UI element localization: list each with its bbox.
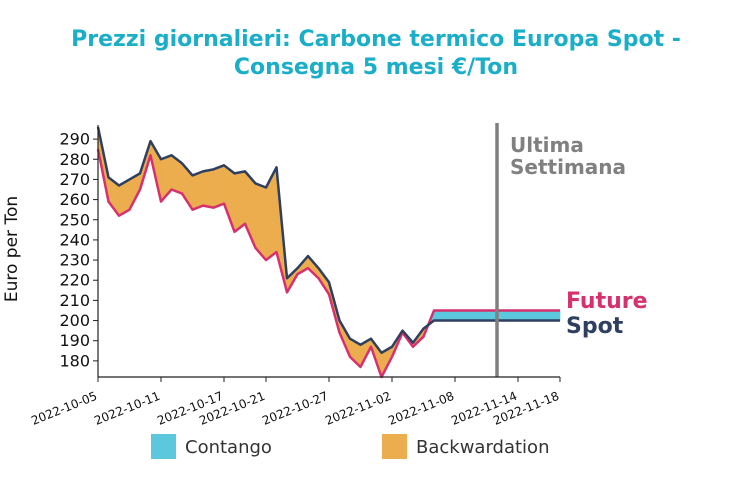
legend-label-backwardation: Backwardation <box>416 437 549 458</box>
spread-area-11 <box>213 164 225 209</box>
x-tick-label-2022-10-05: 2022-10-05 <box>29 389 99 428</box>
legend-swatch-contango <box>151 434 176 459</box>
chart-title-line-2: Consegna 5 mesi €/Ton <box>234 55 518 80</box>
spread-area-43 <box>538 310 550 321</box>
spot-end-label: Spot <box>566 314 624 339</box>
legend-swatch-backwardation <box>382 434 407 459</box>
spread-area-12 <box>223 164 235 232</box>
x-tick-label-2022-11-08: 2022-11-08 <box>386 389 456 428</box>
x-tick-label-2022-11-02: 2022-11-02 <box>323 389 393 428</box>
spread-area-9 <box>192 170 204 211</box>
spread-area-36 <box>465 310 477 321</box>
future-series-line <box>96 148 560 379</box>
spread-area-37 <box>475 310 487 321</box>
spread-area-33 <box>433 310 445 321</box>
y-tick-label-260: 260 <box>59 190 90 209</box>
y-tick-label-240: 240 <box>59 230 90 249</box>
y-axis-label: Euro per Ton <box>2 196 22 302</box>
y-tick-label-250: 250 <box>59 210 90 229</box>
spread-area-13 <box>234 171 246 233</box>
x-tick-label-2022-10-27: 2022-10-27 <box>260 389 330 428</box>
spread-area-10 <box>202 168 214 209</box>
y-tick-label-280: 280 <box>59 150 90 169</box>
y-tick-label-200: 200 <box>59 311 90 330</box>
spread-area-16 <box>265 167 277 261</box>
y-tick-label-230: 230 <box>59 251 90 270</box>
plot-area: UltimaSettimana1801902002102202302402502… <box>29 123 648 428</box>
chart-title-line-1: Prezzi giornalieri: Carbone termico Euro… <box>71 27 681 52</box>
spread-area-42 <box>528 310 540 321</box>
spot-series-line <box>96 126 560 355</box>
y-tick-label-190: 190 <box>59 331 90 350</box>
spread-area-35 <box>454 310 466 321</box>
y-tick-label-210: 210 <box>59 291 90 310</box>
spread-area-40 <box>507 310 519 321</box>
legend: Contango Backwardation <box>151 434 549 459</box>
annotation-label-line-2: Settimana <box>510 155 626 179</box>
future-end-label: Future <box>566 289 648 314</box>
x-tick-label-2022-10-11: 2022-10-11 <box>92 389 162 428</box>
spread-area-34 <box>444 310 456 321</box>
y-tick-label-290: 290 <box>59 130 90 149</box>
y-tick-label-220: 220 <box>59 271 90 290</box>
y-tick-label-180: 180 <box>59 351 90 370</box>
annotation-label-line-1: Ultima <box>510 133 584 157</box>
spread-area-44 <box>549 310 561 321</box>
y-tick-label-270: 270 <box>59 170 90 189</box>
spread-area-41 <box>517 310 529 321</box>
legend-label-contango: Contango <box>185 437 272 458</box>
